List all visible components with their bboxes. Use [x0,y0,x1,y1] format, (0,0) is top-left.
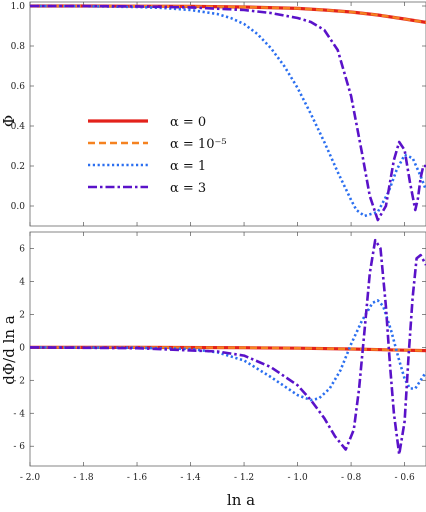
bottom-series-line-3 [30,238,426,456]
top-y-tick-label: 0.2 [11,162,25,172]
top-y-tick-label: 0.6 [11,82,26,92]
bottom-y-tick-label: 2 [19,310,25,320]
bottom-x-tick-label: - 0.6 [394,473,414,483]
top-panel: 0.0 0.2 0.4 0.6 0.8 1.0 [11,1,426,227]
legend-label-2: α = 1 [170,159,206,174]
bottom-x-tick-label: - 1.0 [287,473,307,483]
top-y-tick-label: 0.4 [11,122,26,132]
bottom-y-tick-label: - 6 [13,442,25,452]
legend-label-3: α = 3 [170,181,206,196]
bottom-y-tick-label: 0 [19,343,25,353]
bottom-x-tick-label: - 1.8 [73,473,93,483]
bottom-x-tick-label: - 2.0 [20,473,40,483]
top-y-tick-label: 0.0 [11,202,26,212]
top-series-line-2 [30,4,426,218]
top-plot-frame [29,1,426,227]
bottom-y-tick-label: - 2 [13,376,25,386]
top-y-tick-label: 1.0 [11,2,26,12]
legend-label-0: α = 0 [170,115,206,130]
legend: α = 0 α = 10⁻⁵ α = 1 α = 3 [88,115,227,196]
bottom-y-tick-label: - 4 [13,409,25,419]
top-series-line-3 [30,4,426,222]
top-y-tick-label: 0.8 [11,42,26,52]
bottom-x-tick-label: - 1.2 [234,473,254,483]
bottom-y-tick-label: 4 [19,277,25,287]
bottom-x-tick-label: - 0.8 [341,473,361,483]
bottom-series-line-1 [30,346,426,352]
bottom-x-tick-label: - 1.4 [180,473,200,483]
legend-label-1: α = 10⁻⁵ [170,137,227,152]
bottom-y-tick-label: 6 [19,244,25,254]
top-y-axis-title: Φ [0,115,18,127]
bottom-y-axis-title: dΦ/d ln a [0,315,18,385]
bottom-panel: - 2.0 - 1.8 - 1.6 - 1.4 - 1.2 - 1.0 - 0.8 - 0.6… [13,231,426,483]
x-axis-title: ln a [227,491,255,509]
bottom-x-tick-label: - 1.6 [127,473,147,483]
